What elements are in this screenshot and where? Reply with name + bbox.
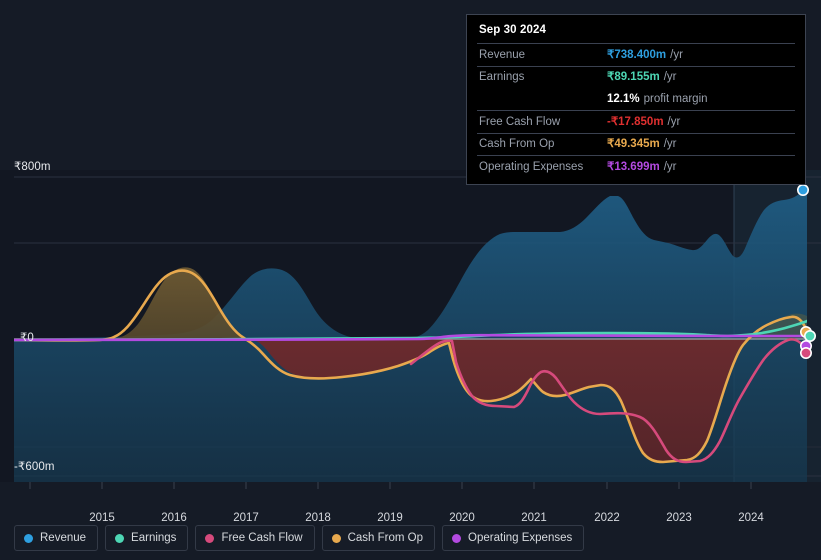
tooltip-label-free-cash-flow: Free Cash Flow — [479, 115, 561, 128]
series-area-negative — [250, 339, 748, 461]
y-axis-label-0: ₹0 — [20, 332, 34, 344]
tooltip-value-free-cash-flow: -₹17.850m — [607, 115, 664, 128]
chart-plot-area[interactable]: ₹800m ₹0 -₹600m 2015 2016 2017 2018 2019… — [0, 0, 821, 524]
legend-dot-operating-expenses-icon — [452, 533, 462, 543]
tooltip-unit-cash-from-op: /yr — [663, 138, 677, 151]
data-tooltip: Sep 30 2024 Revenue ₹738.400m /yr Earnin… — [466, 14, 806, 186]
endpoint-earnings — [803, 329, 816, 342]
x-axis-label-2024: 2024 — [738, 512, 764, 524]
legend-dot-cash-from-op-icon — [331, 533, 341, 543]
tooltip-row-free-cash-flow: Free Cash Flow -₹17.850m /yr — [477, 110, 795, 133]
legend-item-operating-expenses[interactable]: Operating Expenses — [442, 525, 585, 551]
legend-label-earnings: Earnings — [131, 532, 177, 544]
legend-dot-revenue-icon — [24, 533, 33, 543]
legend-item-earnings[interactable]: Earnings — [105, 525, 189, 551]
x-axis-label-2018: 2018 — [305, 512, 331, 524]
tooltip-value-profit-margin: 12.1% — [607, 92, 640, 105]
tooltip-value-cash-from-op: ₹49.345m — [607, 138, 660, 151]
series-endpoints — [796, 184, 816, 359]
y-axis-label-neg600m: -₹600m — [14, 461, 55, 473]
tooltip-unit-free-cash-flow: /yr — [667, 115, 681, 128]
tooltip-label-earnings: Earnings — [479, 71, 525, 84]
endpoint-freecashflow — [799, 346, 812, 359]
x-axis-label-2019: 2019 — [377, 512, 403, 524]
tooltip-text-profit-margin: profit margin — [643, 92, 708, 105]
tooltip-row-operating-expenses: Operating Expenses ₹13.699m /yr — [477, 155, 795, 178]
tooltip-unit-revenue: /yr — [670, 48, 683, 61]
legend-item-revenue[interactable]: Revenue — [14, 525, 99, 551]
tooltip-label-revenue: Revenue — [479, 48, 526, 61]
legend-dot-earnings-icon — [115, 533, 125, 543]
x-axis-label-2021: 2021 — [521, 512, 547, 524]
tooltip-row-earnings: Earnings ₹89.155m /yr — [477, 65, 795, 89]
tooltip-value-revenue: ₹738.400m — [607, 48, 667, 61]
x-axis-label-2017: 2017 — [233, 512, 259, 524]
legend-label-free-cash-flow: Free Cash Flow — [221, 532, 303, 544]
legend-label-cash-from-op: Cash From Op — [347, 532, 424, 544]
x-tick-marks — [29, 482, 752, 489]
legend-item-free-cash-flow[interactable]: Free Cash Flow — [195, 525, 315, 551]
x-axis-label-2023: 2023 — [666, 512, 692, 524]
x-axis-label-2022: 2022 — [594, 512, 620, 524]
tooltip-row-revenue: Revenue ₹738.400m /yr — [477, 43, 795, 66]
series-line-operatingexpenses — [14, 333, 807, 342]
legend-label-revenue: Revenue — [40, 532, 87, 544]
chart-legend: Revenue Earnings Free Cash Flow Cash Fro… — [14, 525, 585, 551]
legend-label-operating-expenses: Operating Expenses — [468, 532, 573, 544]
series-line-freecashflow — [409, 338, 807, 464]
tooltip-row-profit-margin: 12.1% profit margin — [477, 88, 795, 110]
legend-dot-free-cash-flow-icon — [205, 533, 215, 543]
tooltip-value-earnings: ₹89.155m — [607, 71, 660, 84]
series-area-revenue — [14, 188, 807, 482]
x-axis-label-2016: 2016 — [161, 512, 187, 524]
endpoint-revenue — [796, 184, 809, 197]
tooltip-label-cash-from-op: Cash From Op — [479, 138, 555, 151]
tooltip-value-operating-expenses: ₹13.699m — [607, 160, 660, 173]
chart-canvas — [14, 170, 821, 489]
tooltip-row-cash-from-op: Cash From Op ₹49.345m /yr — [477, 132, 795, 156]
series-area-cashfromop-positive — [112, 267, 250, 339]
tooltip-unit-operating-expenses: /yr — [663, 160, 677, 173]
tooltip-date: Sep 30 2024 — [479, 24, 546, 36]
x-axis-label-2015: 2015 — [89, 512, 115, 524]
series-area-late-positive — [744, 313, 807, 339]
tooltip-unit-earnings: /yr — [663, 71, 677, 84]
x-axis-label-2020: 2020 — [449, 512, 475, 524]
y-axis-label-800m: ₹800m — [14, 161, 51, 173]
legend-item-cash-from-op[interactable]: Cash From Op — [321, 525, 436, 551]
tooltip-label-operating-expenses: Operating Expenses — [479, 160, 584, 173]
